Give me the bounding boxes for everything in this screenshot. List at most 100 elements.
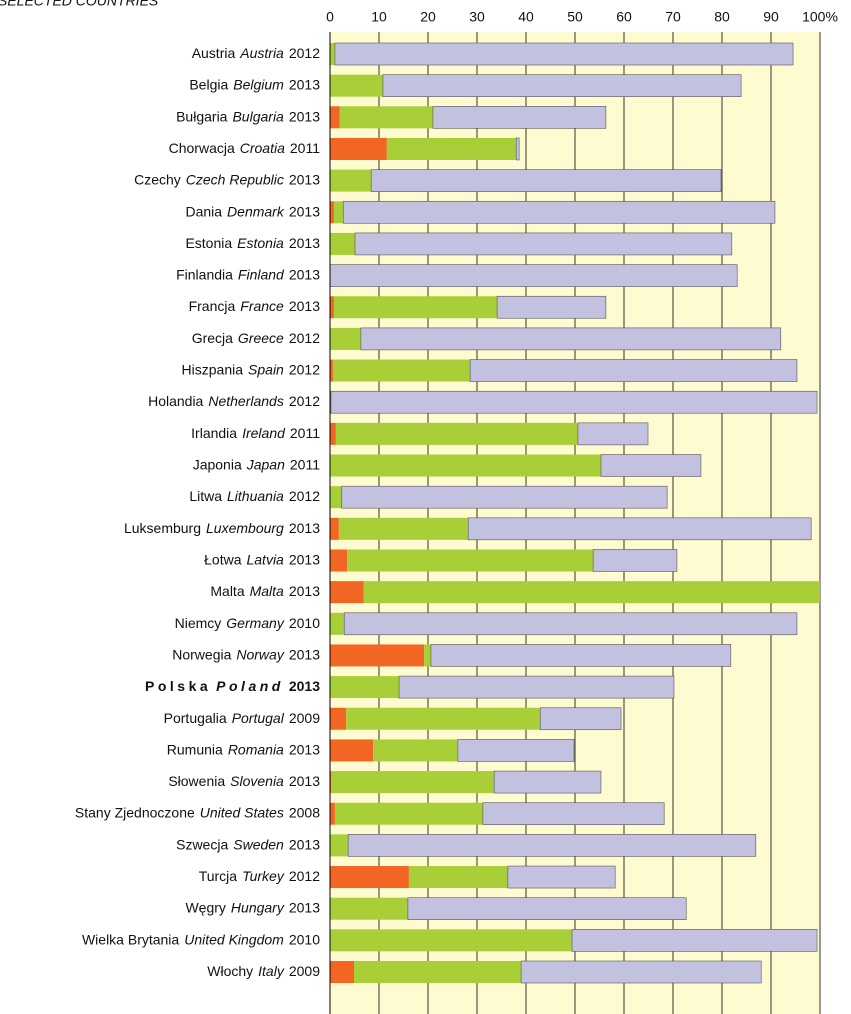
year: 2013 xyxy=(289,836,320,852)
bar-segment xyxy=(330,327,361,350)
year: 2013 xyxy=(289,646,320,662)
bar-segment xyxy=(330,612,345,635)
country-pl: Luksemburg xyxy=(124,520,201,536)
country-pl: Estonia xyxy=(185,235,232,251)
country-en: Belgium xyxy=(233,76,284,92)
bar-segment xyxy=(493,770,602,794)
bar-segment xyxy=(339,106,433,129)
year: 2010 xyxy=(289,614,320,630)
y-tick-label: Austria Austria 2012 xyxy=(192,45,321,61)
bar-segment xyxy=(592,549,678,572)
country-pl: Turcja xyxy=(199,868,238,884)
year: 2012 xyxy=(289,393,320,409)
bar-segment xyxy=(507,865,616,889)
bar-segment xyxy=(342,200,776,224)
bar-segment xyxy=(330,106,340,129)
bar-segment xyxy=(330,549,348,572)
bar-segment xyxy=(347,834,757,857)
bar-segment xyxy=(330,359,333,382)
country-en: Croatia xyxy=(240,140,285,156)
year: 2013 xyxy=(289,235,320,251)
y-tick-label: Szwecja Sweden 2013 xyxy=(176,836,320,852)
bar-segment xyxy=(347,549,594,572)
bar-segment xyxy=(469,359,798,382)
country-en: Finland xyxy=(238,266,285,282)
country-en: Italy xyxy=(258,963,285,979)
country-pl: Szwecja xyxy=(176,836,228,852)
year: 2013 xyxy=(289,203,320,219)
y-tick-label: Chorwacja Croatia 2011 xyxy=(169,140,321,156)
country-pl: Łotwa xyxy=(204,551,242,567)
country-en: Latvia xyxy=(246,551,284,567)
country-pl: Holandia xyxy=(148,393,203,409)
bar-segment xyxy=(330,486,342,509)
bar-segment xyxy=(330,707,347,730)
country-pl: Chorwacja xyxy=(169,140,235,156)
bar-segment xyxy=(432,106,607,129)
country-pl: Czechy xyxy=(134,171,181,187)
y-tick-label: Francja France 2013 xyxy=(189,298,321,314)
year: 2013 xyxy=(289,520,320,536)
y-tick-label: Stany Zjednoczone United States 2008 xyxy=(75,804,320,820)
country-pl: Wielka Brytania xyxy=(82,931,179,947)
country-pl: Norwegia xyxy=(172,646,231,662)
country-en: Romania xyxy=(228,741,284,757)
chart-title: SELECTED COUNTRIES xyxy=(0,0,159,9)
x-tick-label: 30 xyxy=(469,9,485,25)
bar-segment xyxy=(571,929,818,952)
x-tick-label: 80 xyxy=(714,9,730,25)
bar-segment xyxy=(330,454,601,477)
bar-segment xyxy=(515,137,520,161)
y-tick-label: Holandia Netherlands 2012 xyxy=(148,393,320,409)
bar-segment xyxy=(330,43,335,65)
bar-segment xyxy=(373,739,458,762)
country-en: Czech Republic xyxy=(186,171,284,187)
bar-segment xyxy=(424,644,431,667)
year: 2011 xyxy=(290,140,320,156)
bar-segment xyxy=(330,739,374,762)
bar-segment xyxy=(346,707,541,730)
country-en: Portugal xyxy=(232,709,285,725)
country-pl: Bułgaria xyxy=(176,108,228,124)
country-en: Bulgaria xyxy=(232,108,284,124)
bar-segment xyxy=(335,422,578,445)
country-pl: Niemcy xyxy=(175,614,222,630)
bar-segment xyxy=(334,802,483,825)
bar-segment xyxy=(330,676,400,699)
bar-segment xyxy=(330,74,383,97)
year: 2012 xyxy=(289,868,320,884)
country-en: Malta xyxy=(250,583,284,599)
country-pl: Dania xyxy=(185,203,222,219)
year: 2012 xyxy=(289,488,320,504)
y-tick-label: Malta Malta 2013 xyxy=(210,583,320,599)
country-en: Sweden xyxy=(233,836,284,852)
bar-segment xyxy=(539,707,622,731)
y-tick-label: Rumunia Romania 2013 xyxy=(167,741,320,757)
bar-segment xyxy=(330,961,355,983)
country-pl: Irlandia xyxy=(191,425,237,441)
country-pl: Francja xyxy=(189,298,236,314)
y-tick-label: Dania Denmark 2013 xyxy=(185,203,320,219)
country-pl: Węgry xyxy=(185,899,225,915)
y-tick-label: Belgia Belgium 2013 xyxy=(189,76,320,92)
country-pl: Malta xyxy=(210,583,244,599)
country-pl: Portugalia xyxy=(164,709,227,725)
y-tick-label: Słowenia Slovenia 2013 xyxy=(168,773,320,789)
y-tick-label: Łotwa Latvia 2013 xyxy=(204,551,320,567)
bar-segment xyxy=(408,866,508,889)
country-pl: Polska xyxy=(145,678,211,694)
country-en: Germany xyxy=(226,614,285,630)
bar-segment xyxy=(457,739,575,762)
x-tick-label: 0 xyxy=(326,9,334,25)
year: 2013 xyxy=(289,551,320,567)
year: 2013 xyxy=(289,741,320,757)
country-en: Spain xyxy=(248,361,284,377)
y-tick-label: Włochy Italy 2009 xyxy=(207,963,320,979)
bar-segment xyxy=(360,327,782,351)
year: 2010 xyxy=(289,931,320,947)
bar-segment xyxy=(482,802,665,826)
country-pl: Austria xyxy=(192,45,236,61)
country-pl: Finlandia xyxy=(176,266,233,282)
year: 2013 xyxy=(289,171,320,187)
y-tick-label: Turcja Turkey 2012 xyxy=(199,868,320,884)
